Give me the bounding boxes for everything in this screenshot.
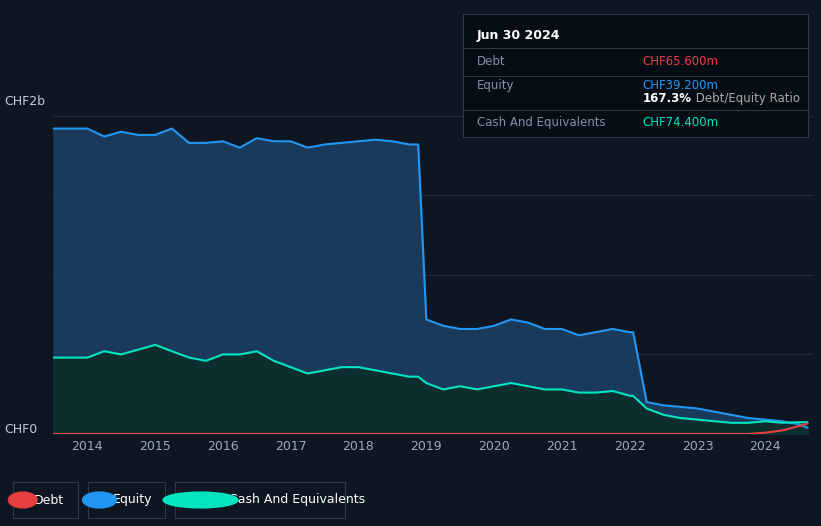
Text: Debt: Debt [477, 55, 506, 68]
Text: Equity: Equity [477, 79, 514, 93]
Text: Equity: Equity [112, 493, 152, 507]
Text: CHF0: CHF0 [4, 423, 37, 437]
Text: CHF39.200m: CHF39.200m [642, 79, 718, 93]
Text: CHF65.600m: CHF65.600m [642, 55, 718, 68]
Circle shape [83, 492, 117, 508]
Text: CHF2b: CHF2b [4, 95, 45, 108]
Text: Jun 30 2024: Jun 30 2024 [477, 29, 560, 42]
Text: Debt: Debt [34, 493, 64, 507]
Text: 167.3%: 167.3% [642, 92, 691, 105]
Circle shape [163, 492, 238, 508]
Text: Cash And Equivalents: Cash And Equivalents [477, 116, 605, 129]
Text: Cash And Equivalents: Cash And Equivalents [229, 493, 365, 507]
Text: Debt/Equity Ratio: Debt/Equity Ratio [692, 92, 800, 105]
Circle shape [8, 492, 37, 508]
Text: CHF74.400m: CHF74.400m [642, 116, 718, 129]
